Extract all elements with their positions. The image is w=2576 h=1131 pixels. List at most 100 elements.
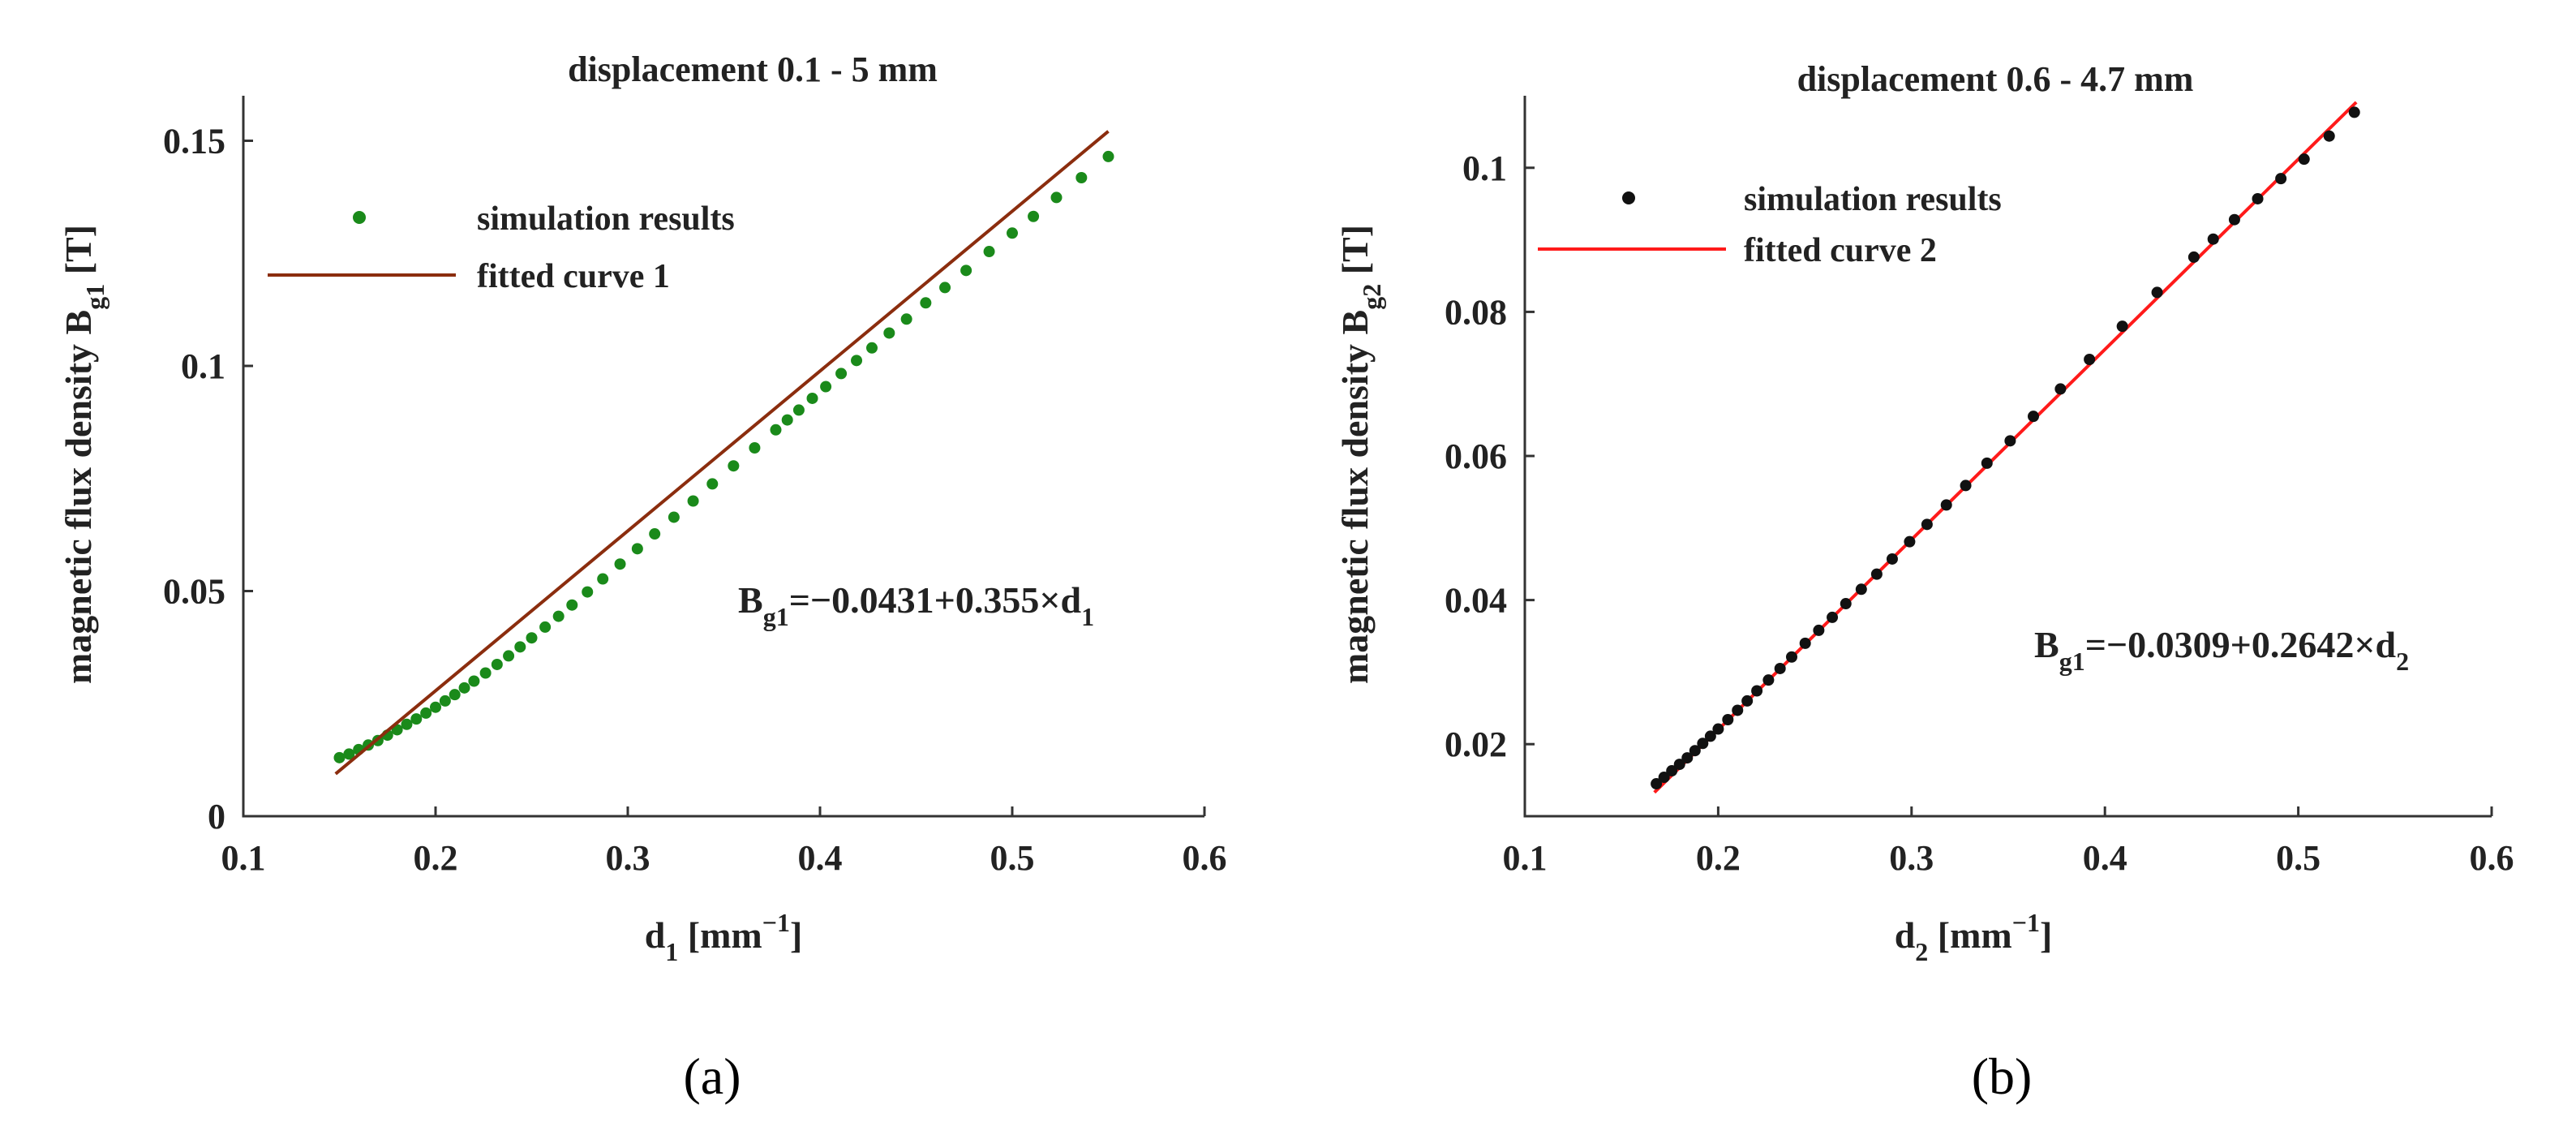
ylabel-a-sub: g1 bbox=[80, 284, 109, 310]
data-point bbox=[806, 392, 818, 404]
y-tick-label: 0.1 bbox=[181, 346, 225, 386]
data-point bbox=[792, 404, 805, 416]
data-point bbox=[1904, 535, 1916, 548]
data-point bbox=[770, 424, 782, 436]
data-point bbox=[2275, 173, 2287, 185]
y-tick-label: 0.08 bbox=[1445, 292, 1507, 332]
data-point bbox=[1940, 499, 1952, 511]
data-point bbox=[1762, 674, 1775, 686]
legend-a-entry-fit: fitted curve 1 bbox=[477, 258, 670, 295]
y-tick-label: 0.15 bbox=[163, 122, 225, 161]
data-point bbox=[1827, 611, 1839, 623]
x-tick-label: 0.6 bbox=[1183, 838, 1227, 878]
data-point bbox=[2187, 251, 2200, 263]
xlabel-a-main: d bbox=[645, 914, 666, 956]
panel-a-xlabel: d1 [mm−1] bbox=[645, 908, 803, 966]
data-point bbox=[1732, 704, 1744, 716]
data-point bbox=[1689, 745, 1701, 757]
panel-b-label: (b) bbox=[1972, 1047, 2033, 1105]
xlabel-a-unit-open: [mm bbox=[678, 914, 762, 956]
data-point bbox=[2054, 383, 2067, 395]
data-point bbox=[687, 495, 699, 507]
eq-b-rest: =−0.0309+0.2642×d bbox=[2085, 624, 2397, 665]
data-point bbox=[1722, 714, 1734, 726]
data-point bbox=[706, 478, 719, 490]
data-point bbox=[2323, 130, 2335, 142]
data-point bbox=[503, 650, 515, 662]
data-point bbox=[920, 297, 932, 309]
data-point bbox=[2027, 411, 2039, 423]
panel-a-y-ticks: 0 0.05 0.1 0.15 bbox=[163, 122, 253, 836]
panel-a-label: (a) bbox=[683, 1047, 741, 1105]
y-tick-label: 0 bbox=[208, 797, 225, 836]
x-tick-label: 0.3 bbox=[1889, 838, 1934, 878]
data-point bbox=[1981, 457, 1993, 469]
data-point bbox=[614, 558, 626, 570]
data-point bbox=[552, 610, 565, 622]
data-point bbox=[983, 246, 995, 258]
data-point bbox=[883, 327, 895, 339]
data-point bbox=[960, 264, 972, 277]
xlabel-b-unit-sup: −1 bbox=[2012, 908, 2040, 937]
data-point bbox=[2252, 192, 2264, 204]
panel-b-ylabel: magnetic flux density Bg2 [T] bbox=[1334, 225, 1386, 684]
data-point bbox=[1870, 568, 1883, 580]
panel-b-points bbox=[1651, 106, 2360, 790]
data-point bbox=[1704, 730, 1716, 742]
data-point bbox=[1813, 624, 1825, 636]
data-point bbox=[1697, 738, 1709, 750]
data-point bbox=[2151, 286, 2163, 299]
y-tick-label: 0.04 bbox=[1445, 581, 1507, 621]
legend-b-entry-sim: simulation results bbox=[1744, 181, 2002, 218]
data-point bbox=[749, 442, 761, 454]
eq-b-sub2: 2 bbox=[2396, 647, 2409, 676]
data-point bbox=[1799, 637, 1811, 649]
data-point bbox=[1658, 772, 1670, 784]
data-point bbox=[2116, 320, 2128, 333]
data-point bbox=[566, 599, 578, 611]
panel-a-fitted-line bbox=[334, 130, 1110, 776]
data-point bbox=[2207, 233, 2219, 245]
data-point bbox=[526, 632, 538, 644]
ylabel-b-sub: g2 bbox=[1357, 284, 1386, 310]
y-tick-label: 0.05 bbox=[163, 572, 225, 612]
data-point bbox=[1050, 191, 1063, 204]
x-tick-label: 0.5 bbox=[990, 838, 1035, 878]
data-point bbox=[491, 658, 503, 670]
data-point bbox=[1751, 685, 1763, 697]
xlabel-a-unit-close: ] bbox=[790, 914, 802, 956]
data-point bbox=[449, 689, 461, 701]
panel-b-axes bbox=[1523, 96, 2492, 818]
data-point bbox=[430, 701, 441, 713]
data-point bbox=[851, 355, 863, 367]
x-tick-label: 0.1 bbox=[221, 838, 266, 878]
panel-a-equation: Bg1=−0.0431+0.355×d1 bbox=[738, 579, 1094, 631]
eq-a-sub: g1 bbox=[763, 602, 789, 631]
eq-b-sub: g1 bbox=[2059, 647, 2085, 676]
legend-a-entry-sim: simulation results bbox=[477, 200, 735, 238]
data-point bbox=[1007, 227, 1018, 239]
data-point bbox=[900, 313, 912, 325]
x-tick-label: 0.4 bbox=[2083, 838, 2127, 878]
data-point bbox=[939, 282, 951, 294]
panel-b-xlabel: d2 [mm−1] bbox=[1895, 908, 2053, 966]
data-point bbox=[1840, 598, 1852, 610]
panel-b-x-ticks: 0.1 0.2 0.3 0.4 0.5 0.6 bbox=[1503, 806, 2514, 878]
panel-a-legend: simulation results fitted curve 1 bbox=[268, 200, 735, 295]
ylabel-a-main: magnetic flux density B bbox=[58, 310, 99, 684]
data-point bbox=[2298, 153, 2310, 166]
panel-a-points bbox=[333, 150, 1114, 763]
data-point bbox=[1666, 765, 1678, 777]
panel-b-title: displacement 0.6 - 4.7 mm bbox=[1797, 59, 2194, 99]
eq-a-sub2: 1 bbox=[1081, 602, 1094, 631]
x-tick-label: 0.1 bbox=[1503, 838, 1548, 878]
data-point bbox=[479, 667, 492, 679]
x-tick-label: 0.4 bbox=[798, 838, 843, 878]
data-point bbox=[343, 748, 355, 760]
xlabel-a-sub: 1 bbox=[665, 937, 678, 966]
data-point bbox=[420, 707, 432, 719]
x-tick-label: 0.6 bbox=[2470, 838, 2514, 878]
data-point bbox=[401, 718, 413, 730]
panel-b-y-ticks: 0.02 0.04 0.06 0.08 0.1 bbox=[1445, 148, 1535, 764]
data-point bbox=[1075, 172, 1088, 184]
